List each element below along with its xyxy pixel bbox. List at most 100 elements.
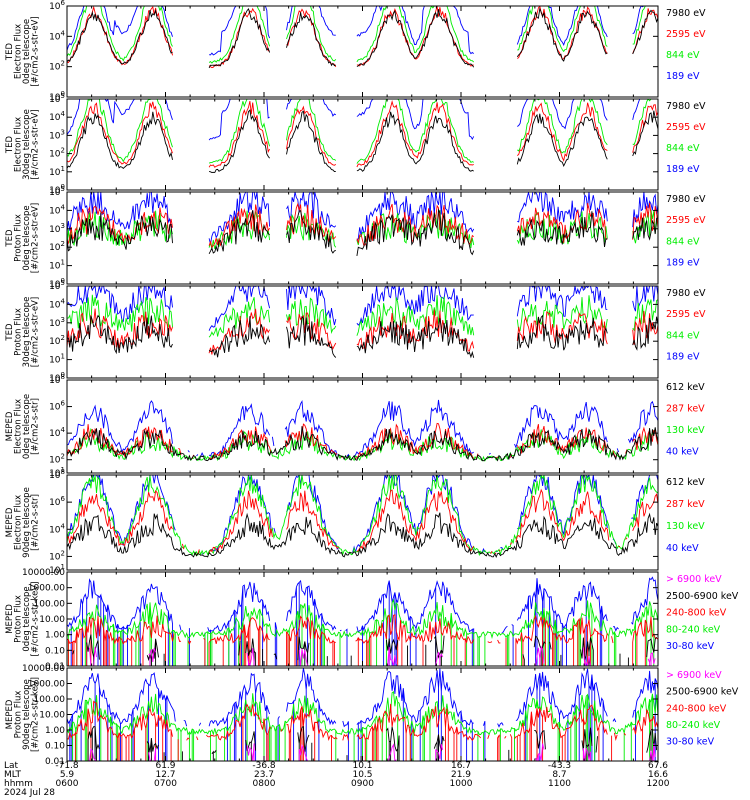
legend-6-2: 240-800 keV [666,608,727,619]
series-40-keV-panel-5 [67,475,658,555]
ylabel-7-0: MEPED [5,699,15,729]
ytick-label-2-0: 100 [49,277,65,290]
series-40-keV-panel-4 [67,399,658,458]
ylabel-1-3: [#/cm2-s-str-eV] [31,109,41,179]
ytick-label-5-4: 108 [49,468,65,481]
ytick-label-3-0: 100 [49,371,65,384]
xtick-mlt-5: 8.7 [552,770,566,780]
ytick-label-4-0: 101 [49,466,65,479]
ylabel-7-2: 90deg telescope [22,679,32,750]
ylabel-2-2: 0deg telescope [22,205,32,270]
ytick-label-2-3: 103 [49,222,65,235]
xtick-hhmm-5: 1100 [548,779,571,789]
ylabel-2-0: TED [5,229,15,248]
legend-3-2: 844 eV [666,330,700,341]
legend-4-3: 40 keV [666,446,699,457]
ylabel-4-3: [#/cm2-s-str] [31,398,41,455]
series--6900-keV-panel-6 [89,645,656,666]
legend-7-1: 2500-6900 keV [666,687,739,698]
xtick-hhmm-2: 0800 [253,779,276,789]
legend-4-0: 612 keV [666,382,705,393]
series-189-eV-panel-0 [67,6,658,56]
legend-6-3: 80-240 keV [666,624,721,635]
xaxis-row-label-2: hhmm [4,779,33,789]
legend-5-2: 130 keV [666,521,705,532]
xtick-lat-5: -43.3 [548,761,571,771]
ytick-label-3-3: 103 [49,316,65,329]
legend-1-0: 7980 eV [666,101,706,112]
ytick-label-1-5: 105 [49,92,65,105]
ytick-label-6-5: 1000.00 [28,584,65,594]
ylabel-4-1: Electron Flux [14,399,24,454]
series-2595-eV-panel-0 [67,6,658,69]
legend-3-3: 189 eV [666,352,700,363]
ytick-label-7-6: 10000.00 [22,664,65,674]
legend-2-0: 7980 eV [666,194,706,205]
xaxis-row-label-1: MLT [4,770,22,780]
legend-6-4: 30-80 keV [666,641,715,652]
legend-0-1: 2595 eV [666,29,706,40]
xtick-hhmm-3: 0900 [351,779,374,789]
ytick-label-0-1: 102 [49,60,65,73]
ytick-label-3-5: 105 [49,279,65,292]
series-80-240-keV-panel-7 [67,690,658,761]
series--6900-keV-panel-7 [89,743,656,761]
ytick-label-0-0: 100 [49,90,65,103]
panel-data-4 [67,399,658,462]
ylabel-0-0: TED [5,42,15,61]
ylabel-7-1: Proton Flux [14,691,24,739]
panel-data-3 [67,286,658,359]
panel-data-6 [67,576,658,666]
legend-7-4: 30-80 keV [666,737,715,748]
ylabel-3-3: [#/cm2-s-str-eV] [31,297,41,367]
xaxis-row-label-0: Lat [4,761,19,771]
xtick-mlt-1: 12.7 [155,770,175,780]
ylabel-5-1: Electron Flux [14,495,24,550]
ytick-label-2-5: 105 [49,185,65,198]
series-844-eV-panel-0 [67,6,658,64]
legend-3-1: 2595 eV [666,309,706,320]
legend-1-1: 2595 eV [666,122,706,133]
ytick-label-0-2: 104 [49,29,65,42]
xtick-hhmm-0: 0600 [56,779,79,789]
legend-0-3: 189 eV [666,71,700,82]
series-130-keV-panel-5 [67,475,658,557]
panel-frame-5 [66,474,659,571]
ytick-label-7-3: 10.00 [39,711,65,721]
ytick-label-6-1: 0.10 [45,646,65,656]
series-30-80-keV-panel-6 [67,576,658,666]
ylabel-0-1: Electron Flux [14,24,24,79]
xtick-hhmm-1: 0700 [154,779,177,789]
xtick-mlt-3: 10.5 [352,770,372,780]
ytick-label-3-4: 104 [49,297,65,310]
ylabel-7-3: [#/cm2-s-str-keV] [31,677,41,752]
panel-data-0 [67,6,658,69]
legend-5-3: 40 keV [666,543,699,554]
ytick-label-2-2: 102 [49,240,65,253]
xtick-lat-6: 67.6 [648,761,668,771]
ylabel-3-1: Proton Flux [14,308,24,356]
ylabel-1-2: 30deg telescope [22,109,32,180]
series-30-80-keV-panel-7 [67,668,658,761]
ytick-label-1-4: 104 [49,110,65,123]
panel-data-7 [67,668,658,761]
xtick-mlt-0: 5.9 [60,770,75,780]
legend-0-0: 7980 eV [666,8,706,19]
legend-6-1: 2500-6900 keV [666,591,739,602]
ylabel-1-1: Electron Flux [14,117,24,172]
legend-1-2: 844 eV [666,143,700,154]
ytick-label-4-1: 102 [49,453,65,466]
series-240-800-keV-panel-6 [67,614,658,666]
legend-4-1: 287 keV [666,403,705,414]
ytick-label-7-1: 0.10 [45,742,65,752]
ytick-label-1-2: 102 [49,147,65,160]
ytick-label-5-1: 102 [49,549,65,562]
ytick-label-2-1: 101 [49,259,65,272]
series-80-240-keV-panel-6 [67,598,658,666]
series-2595-eV-panel-1 [67,99,658,168]
ylabel-3-2: 30deg telescope [22,297,32,368]
ylabel-2-1: Proton Flux [14,214,24,262]
